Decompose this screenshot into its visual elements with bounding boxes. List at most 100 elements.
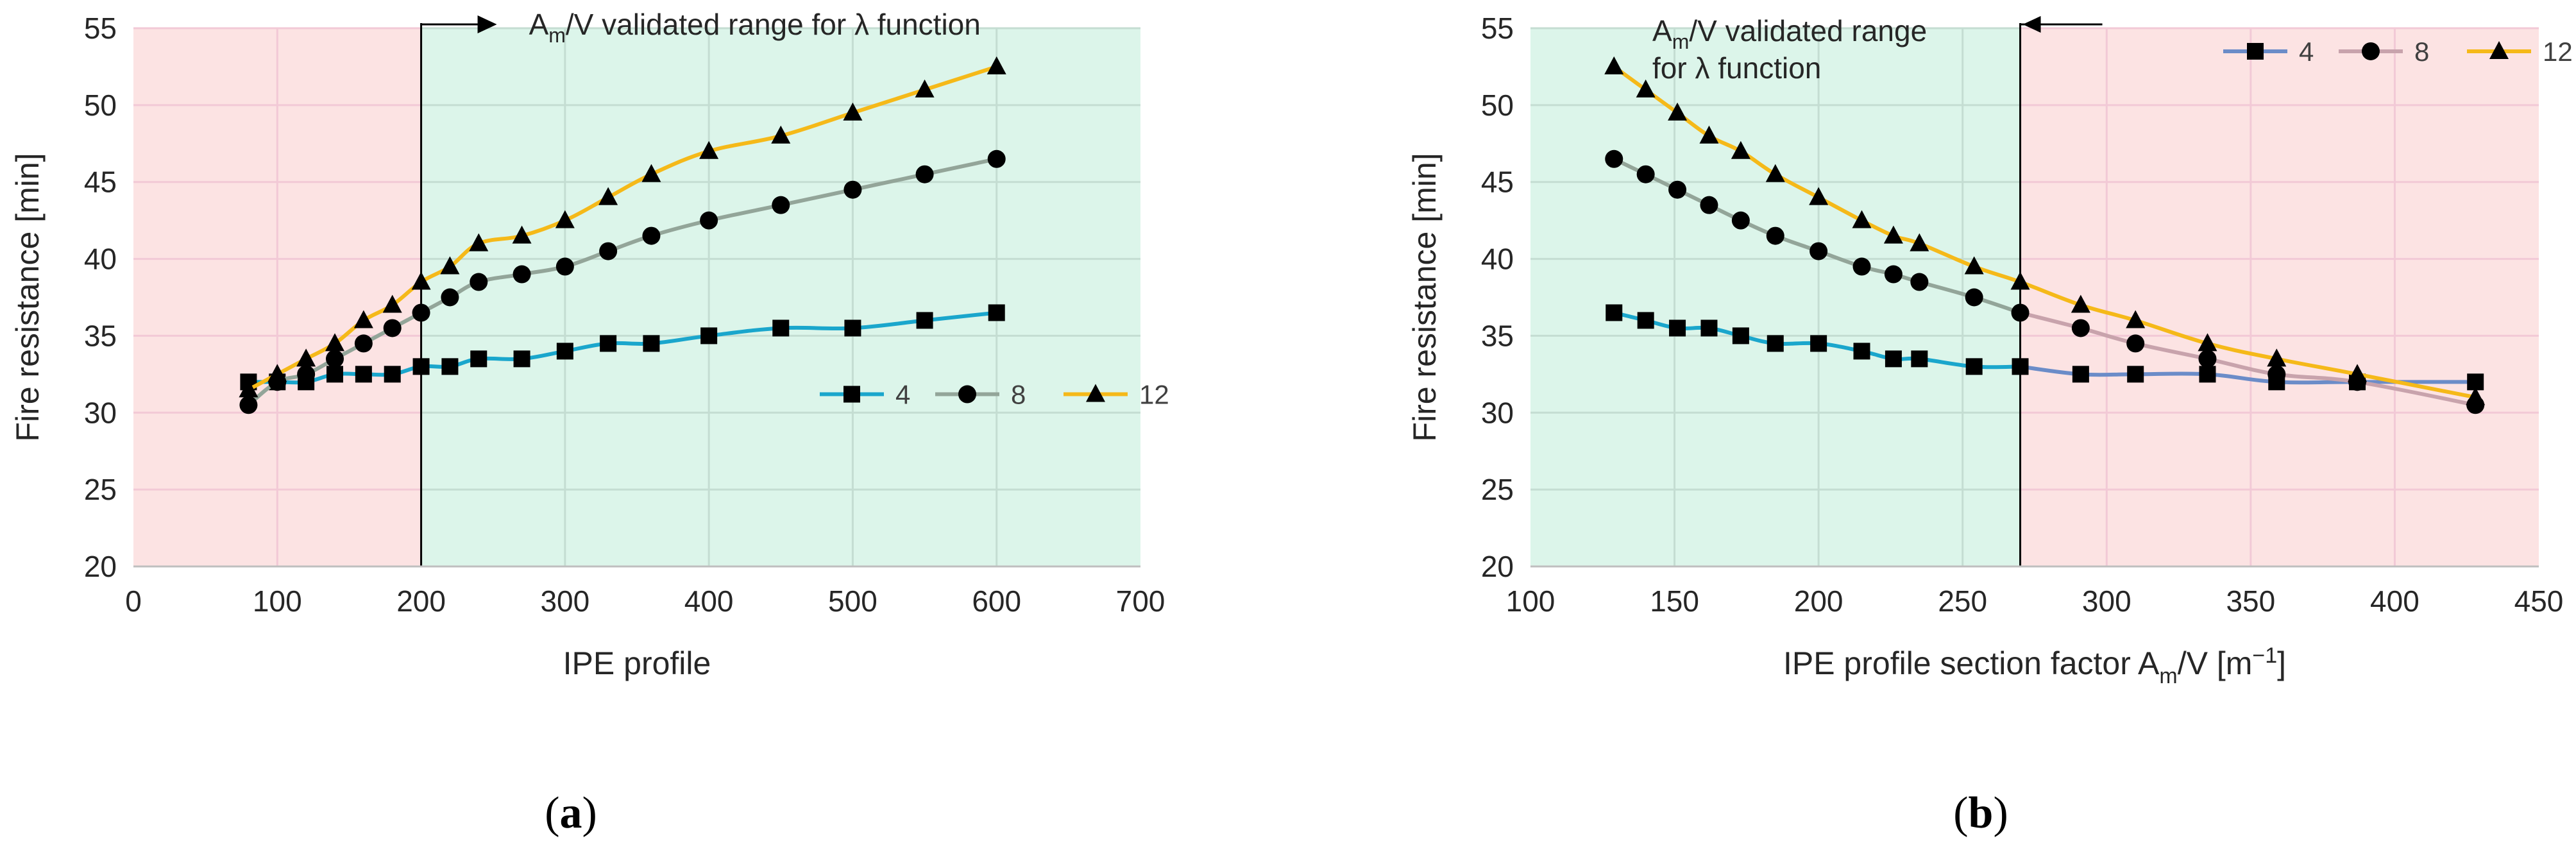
x-tick-label: 700 xyxy=(1116,584,1165,618)
data-point-series-12 xyxy=(1731,140,1750,159)
data-point-series-12 xyxy=(296,348,316,367)
x-axis-title: IPE profile section factor Am/V [m−1] xyxy=(1783,643,2286,688)
data-point-series-12 xyxy=(1964,256,1984,275)
data-point-series-8 xyxy=(1668,180,1687,199)
region-validated-range xyxy=(421,28,1140,566)
data-point-series-8 xyxy=(297,365,316,384)
data-point-series-8 xyxy=(1766,226,1784,245)
annotation-arrowhead xyxy=(477,15,497,33)
data-point-series-12 xyxy=(598,187,618,205)
data-point-series-12 xyxy=(1765,164,1785,182)
data-point-series-4 xyxy=(643,335,660,352)
x-tick-label: 400 xyxy=(684,584,734,618)
data-point-series-8 xyxy=(2126,334,2145,353)
data-point-series-8 xyxy=(470,273,488,291)
data-point-series-4 xyxy=(1732,327,1749,344)
data-point-series-12 xyxy=(2348,364,2368,382)
data-point-series-12 xyxy=(1910,233,1929,251)
legend-label-12: 12 xyxy=(1139,380,1169,410)
y-tick-label: 45 xyxy=(1481,166,1514,199)
y-tick-label: 55 xyxy=(1481,12,1514,45)
x-tick-label: 100 xyxy=(1506,584,1555,618)
y-tick-label: 50 xyxy=(84,89,117,122)
data-point-series-12 xyxy=(641,164,661,182)
legend-marker-8 xyxy=(2362,42,2380,60)
data-point-series-8 xyxy=(513,265,531,284)
data-point-series-12 xyxy=(512,225,532,244)
data-point-series-12 xyxy=(2466,387,2486,405)
data-point-series-8 xyxy=(1605,149,1623,168)
data-point-series-12 xyxy=(699,140,719,159)
x-axis-title-sup: −1 xyxy=(2252,643,2277,668)
data-point-series-4 xyxy=(1669,319,1686,337)
y-tick-label: 30 xyxy=(1481,396,1514,429)
y-tick-label: 30 xyxy=(84,396,117,429)
legend-label-12: 12 xyxy=(2543,37,2573,67)
legend-marker-12 xyxy=(2489,40,2509,59)
data-point-series-4 xyxy=(556,343,573,360)
data-point-series-12 xyxy=(440,256,460,275)
data-point-series-8 xyxy=(1809,242,1828,260)
data-point-series-12 xyxy=(1668,102,1688,121)
y-tick-label: 25 xyxy=(84,473,117,506)
x-axis-title-rest: /V [m xyxy=(2178,645,2253,681)
data-point-series-8 xyxy=(441,288,459,307)
data-point-series-8 xyxy=(1731,211,1750,230)
x-tick-label: 200 xyxy=(1794,584,1843,618)
data-point-series-4 xyxy=(1885,350,1902,368)
data-point-series-12 xyxy=(771,125,791,144)
data-point-series-4 xyxy=(384,366,401,383)
data-point-series-8 xyxy=(326,350,344,368)
x-axis-title-sub: m xyxy=(2159,664,2177,688)
data-point-series-4 xyxy=(1606,304,1623,321)
data-point-series-8 xyxy=(700,211,718,230)
y-tick-label: 20 xyxy=(1481,550,1514,583)
data-point-series-12 xyxy=(2267,348,2287,367)
data-point-series-8 xyxy=(1884,265,1902,284)
data-point-series-12 xyxy=(915,79,935,98)
y-tick-label: 35 xyxy=(84,319,117,352)
x-axis-title-end: ] xyxy=(2277,645,2286,681)
data-point-series-8 xyxy=(987,149,1006,168)
data-point-series-4 xyxy=(412,358,430,375)
y-tick-label: 40 xyxy=(84,242,117,276)
data-point-series-4 xyxy=(513,350,530,368)
annotation-text-main: A xyxy=(529,8,549,41)
data-point-series-4 xyxy=(2199,366,2216,383)
y-axis-title: Fire resistance [min] xyxy=(1407,153,1443,441)
data-point-series-4 xyxy=(1767,335,1784,352)
data-point-series-4 xyxy=(988,304,1005,321)
data-point-series-12 xyxy=(325,333,344,352)
x-tick-label: 300 xyxy=(2082,584,2131,618)
data-point-series-12 xyxy=(267,364,287,382)
data-point-series-4 xyxy=(2012,358,2029,375)
data-point-series-4 xyxy=(1911,350,1928,368)
annotation-arrowhead xyxy=(2022,16,2041,33)
data-point-series-8 xyxy=(843,180,862,199)
validated-range-annotation: Am/V validated range for λ function xyxy=(529,8,981,47)
data-point-series-8 xyxy=(772,196,790,214)
data-point-series-4 xyxy=(2072,366,2089,383)
data-point-series-12 xyxy=(382,294,402,313)
data-point-series-4 xyxy=(470,350,487,368)
data-point-series-8 xyxy=(1700,196,1718,214)
data-point-series-12 xyxy=(239,379,258,398)
data-point-series-12 xyxy=(2126,310,2146,328)
y-tick-label: 25 xyxy=(1481,473,1514,506)
data-point-series-4 xyxy=(1965,358,1983,375)
legend-label-8: 8 xyxy=(1011,380,1026,410)
y-tick-label: 40 xyxy=(1481,242,1514,276)
data-point-series-8 xyxy=(412,303,430,322)
region-validated-range xyxy=(1530,28,2021,566)
caption-a: (a) xyxy=(545,788,597,838)
data-point-series-8 xyxy=(915,165,934,183)
annotation-text-sub: m xyxy=(548,24,566,47)
legend-marker-12 xyxy=(1086,384,1105,402)
x-axis-title: IPE profile xyxy=(563,645,711,681)
validated-range-annotation: Am/V validated range xyxy=(1652,14,1927,53)
data-point-series-8 xyxy=(555,257,574,276)
legend-marker-4 xyxy=(2247,42,2264,60)
data-point-series-4 xyxy=(700,327,718,344)
x-tick-label: 400 xyxy=(2370,584,2419,618)
legend-marker-8 xyxy=(958,385,976,404)
